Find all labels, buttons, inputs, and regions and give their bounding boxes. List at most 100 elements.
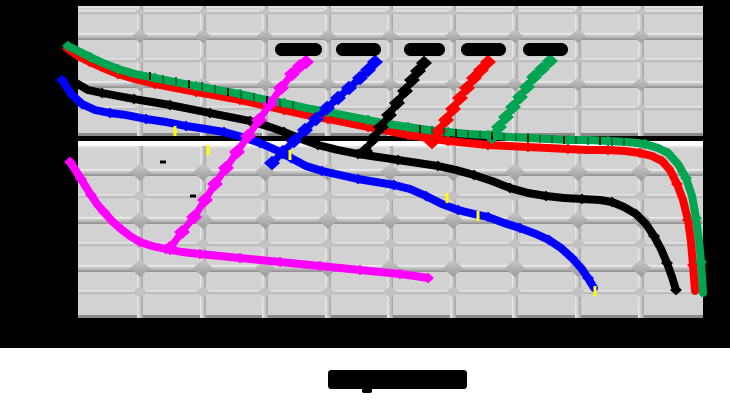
blue-rising-branch-marker bbox=[308, 111, 324, 127]
blue-main-curve-marker bbox=[582, 272, 594, 284]
grid-intersection-diamond bbox=[445, 28, 461, 44]
black-main-curve bbox=[70, 77, 682, 296]
grid-intersection-diamond bbox=[633, 28, 649, 44]
green-rising-branch-marker bbox=[512, 89, 528, 105]
blue-rising-branch-marker bbox=[367, 54, 383, 70]
yellow-tick-mark bbox=[206, 145, 210, 155]
black-main-curve-marker bbox=[70, 77, 82, 89]
green-rising-branch-marker bbox=[526, 69, 542, 85]
black-main-curve-marker bbox=[468, 169, 480, 181]
green-band-speckle bbox=[279, 99, 281, 107]
green-band-speckle bbox=[188, 80, 190, 88]
green-main-curve-marker bbox=[602, 135, 614, 147]
grid-intersection-diamond-small bbox=[573, 103, 583, 113]
black-rising-branch-marker bbox=[373, 119, 389, 135]
grid-intersection-diamond-small bbox=[135, 55, 145, 65]
grid-intersection-diamond-small bbox=[198, 55, 208, 65]
grid-intersection-diamond-small bbox=[634, 189, 648, 203]
blue-main-curve-marker bbox=[566, 252, 578, 264]
tick-marks-layer bbox=[149, 72, 625, 296]
gridline-vertical bbox=[450, 6, 456, 136]
magenta-rising-branch-marker bbox=[251, 112, 267, 128]
yellow-tick-mark bbox=[476, 211, 480, 221]
grid-intersection-diamond bbox=[380, 211, 400, 229]
green-band-speckle bbox=[503, 133, 505, 141]
magenta-main-curve-marker bbox=[98, 206, 110, 218]
grid-intersection-diamond bbox=[130, 259, 150, 277]
green-band-speckle bbox=[491, 132, 493, 140]
panel-gap-white-line bbox=[78, 141, 703, 146]
magenta-rising-branch-marker bbox=[218, 160, 234, 176]
red-rising-branch-marker bbox=[424, 134, 440, 150]
green-band-speckle bbox=[443, 128, 445, 136]
gridline-vertical bbox=[387, 6, 393, 136]
green-band-speckle bbox=[479, 131, 481, 139]
magenta-main-curve-marker bbox=[115, 223, 127, 235]
grid-intersection-diamond bbox=[132, 28, 148, 44]
red-main-curve-marker bbox=[634, 147, 646, 159]
black-main-curve-marker bbox=[164, 99, 176, 111]
blue-main-curve-marker bbox=[140, 113, 152, 125]
magenta-rising-branch-marker bbox=[298, 54, 314, 70]
grid-intersection-diamond bbox=[568, 211, 588, 229]
label-blobs-layer bbox=[275, 43, 568, 393]
magenta-rising-branch-marker bbox=[162, 240, 178, 256]
gridline-vertical bbox=[450, 146, 456, 318]
grid-intersection-diamond bbox=[193, 163, 213, 181]
grid-intersection-diamond-small bbox=[260, 7, 270, 17]
blue-main-curve-marker bbox=[452, 204, 464, 216]
grid-intersection-diamond bbox=[568, 163, 588, 181]
gridline-vertical bbox=[638, 6, 644, 136]
green-main-curve-marker bbox=[680, 172, 692, 184]
grid-intersection-diamond-small bbox=[446, 237, 460, 251]
gridline-vertical bbox=[325, 146, 331, 318]
black-main-curve-marker bbox=[204, 107, 216, 119]
grid-intersection-diamond-small bbox=[196, 237, 210, 251]
blue-main-curve-marker bbox=[104, 107, 116, 119]
grid-intersection-diamond-small bbox=[383, 285, 397, 299]
gridline-vertical bbox=[575, 6, 581, 136]
grid-intersection-diamond-small bbox=[321, 189, 335, 203]
grid-intersection-diamond-small bbox=[573, 7, 583, 17]
grid-intersection-diamond bbox=[318, 211, 338, 229]
grid-intersection-diamond-small bbox=[636, 7, 646, 17]
green-band-speckle bbox=[575, 136, 577, 144]
red-main-curve-marker bbox=[522, 141, 534, 153]
grid-intersection-diamond bbox=[382, 76, 398, 92]
grid-intersection-diamond-small bbox=[510, 55, 520, 65]
grid-intersection-diamond bbox=[445, 76, 461, 92]
black-rising-branch-marker bbox=[365, 131, 381, 147]
magenta-main-curve-marker bbox=[75, 173, 87, 185]
grid-intersection-diamond bbox=[570, 76, 586, 92]
green-rising-branch-marker bbox=[534, 61, 550, 77]
magenta-main-curve-marker bbox=[64, 156, 76, 168]
magenta-rising-branch-marker bbox=[186, 209, 202, 225]
black-main-curve-marker bbox=[504, 182, 516, 194]
green-band-speckle bbox=[563, 136, 565, 144]
black-dash-mark bbox=[160, 160, 166, 164]
blue-main-curve-marker bbox=[482, 211, 494, 223]
black-rising-branch-marker bbox=[357, 143, 373, 159]
grid-intersection-diamond bbox=[507, 76, 523, 92]
grid-intersection-diamond-small bbox=[133, 189, 147, 203]
magenta-main-curve-marker bbox=[394, 268, 406, 280]
black-rising-branch-marker bbox=[381, 107, 397, 123]
gridline-vertical bbox=[262, 6, 268, 136]
grid-intersection-diamond bbox=[507, 28, 523, 44]
black-main-curve-marker bbox=[312, 139, 324, 151]
red-main-curve-marker bbox=[442, 135, 454, 147]
black-main-curve-marker bbox=[661, 257, 673, 269]
green-band-speckle bbox=[227, 88, 229, 96]
blue-rising-branch-marker bbox=[352, 70, 368, 86]
blue-rising-branch-marker bbox=[264, 155, 280, 171]
grid-intersection-diamond bbox=[195, 28, 211, 44]
black-rising-branch-marker bbox=[404, 72, 420, 88]
grid-intersection-diamond-small bbox=[571, 237, 585, 251]
green-rising-branch bbox=[484, 53, 558, 145]
black-dash-mark bbox=[190, 194, 196, 198]
red-main-curve-marker bbox=[602, 144, 614, 156]
magenta-main-curve-marker bbox=[422, 272, 434, 284]
magenta-rising-branch-marker bbox=[197, 192, 213, 208]
green-band-speckle bbox=[455, 129, 457, 137]
